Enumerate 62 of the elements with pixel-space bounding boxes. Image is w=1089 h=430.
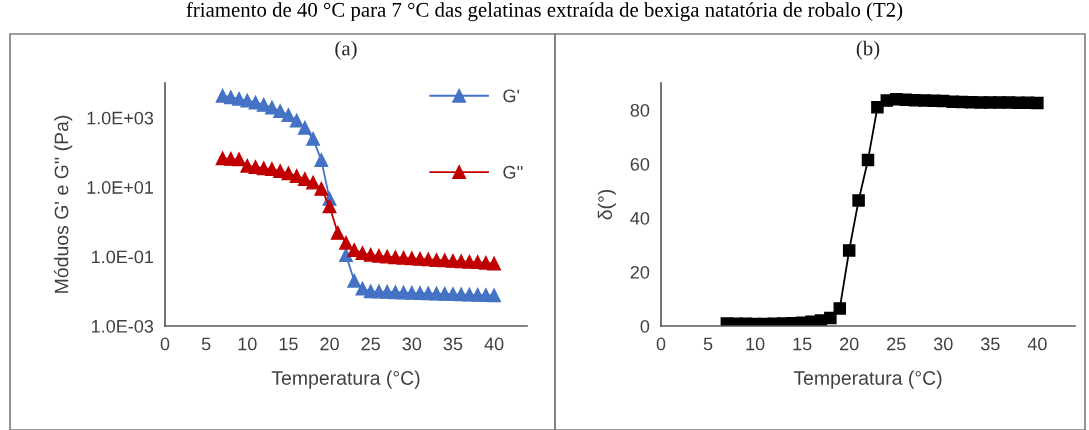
x-tick-label: 10 xyxy=(238,337,257,351)
y-tick-label: 0 xyxy=(640,319,650,333)
y-axis-title: Móduos G' e G'' (Pa) xyxy=(53,115,73,293)
y-tick-label: 1.0E-03 xyxy=(92,319,154,333)
x-tick-label: 20 xyxy=(840,337,859,351)
x-tick-label: 0 xyxy=(160,337,170,351)
point xyxy=(824,311,837,325)
point xyxy=(339,235,353,250)
x-tick-label: 10 xyxy=(746,337,765,351)
x-tick-label: 15 xyxy=(793,337,812,351)
point xyxy=(871,101,884,114)
point xyxy=(232,152,246,167)
y-tick-label: 1.0E+03 xyxy=(87,111,154,125)
point xyxy=(339,248,353,263)
point xyxy=(347,273,362,288)
point xyxy=(281,108,296,122)
x-tick-label: 35 xyxy=(980,337,1000,351)
point xyxy=(330,225,345,240)
point xyxy=(861,153,875,167)
point xyxy=(1031,96,1044,110)
point xyxy=(852,194,865,207)
x-tick-label: 30 xyxy=(933,337,953,351)
point xyxy=(487,256,502,271)
point xyxy=(289,113,304,128)
y-tick-label: 1.0E+01 xyxy=(87,181,154,194)
point xyxy=(314,181,329,196)
x-tick-label: 35 xyxy=(443,337,463,351)
y-tick-label: 20 xyxy=(630,265,650,279)
x-axis-title: Temperatura (°C) xyxy=(271,370,420,389)
point xyxy=(842,244,856,257)
chart-title: (b) xyxy=(856,40,880,60)
chart-title: (a) xyxy=(335,40,357,60)
point xyxy=(297,172,312,187)
x-tick-label: 20 xyxy=(320,337,339,351)
x-tick-label: 25 xyxy=(887,337,906,351)
point xyxy=(289,169,304,183)
point xyxy=(306,175,321,190)
point xyxy=(833,302,847,315)
point xyxy=(297,120,312,135)
y-tick-label: 80 xyxy=(630,103,650,117)
y-tick-label: 60 xyxy=(630,157,650,171)
text: friamento de 40 °C para 7 °C das gelatinas extraída de bexiga natatória de robalo (T2) xyxy=(186,2,903,22)
y-tick-label: 1.0E-01 xyxy=(92,250,154,264)
x-axis-title: Temperatura (°C) xyxy=(793,370,942,389)
point xyxy=(322,199,337,214)
point xyxy=(306,131,321,146)
x-tick-label: 5 xyxy=(201,337,211,351)
x-tick-label: 5 xyxy=(703,337,713,351)
x-tick-label: 25 xyxy=(361,337,380,351)
y-axis-title: δ(°) xyxy=(597,189,616,220)
legend-label: G'' xyxy=(503,165,523,179)
point xyxy=(265,162,279,177)
y-tick-label: 40 xyxy=(630,211,650,225)
legend-label: G' xyxy=(503,89,520,103)
x-tick-label: 40 xyxy=(484,337,504,351)
point xyxy=(265,100,279,115)
point xyxy=(487,288,502,303)
x-tick-label: 15 xyxy=(279,337,298,351)
x-tick-label: 30 xyxy=(402,337,422,351)
point xyxy=(314,153,329,168)
x-tick-label: 0 xyxy=(656,337,666,351)
x-tick-label: 40 xyxy=(1027,337,1047,351)
